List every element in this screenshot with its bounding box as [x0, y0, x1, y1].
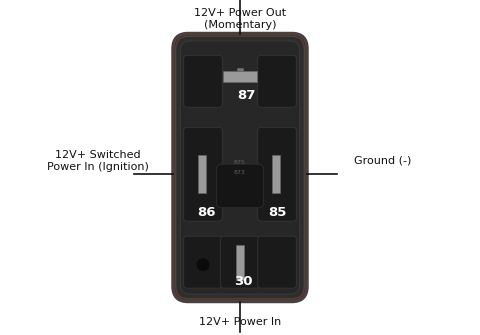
Text: 87: 87	[238, 89, 256, 102]
Text: Ground (-): Ground (-)	[354, 156, 411, 166]
Text: 86: 86	[197, 206, 216, 219]
Bar	[223, 71, 257, 82]
Text: 875: 875	[234, 160, 246, 165]
Bar	[272, 155, 280, 194]
Text: 85: 85	[268, 206, 286, 219]
Text: 30: 30	[234, 275, 252, 288]
FancyBboxPatch shape	[258, 236, 296, 288]
FancyBboxPatch shape	[258, 55, 296, 107]
Bar	[237, 68, 243, 71]
FancyBboxPatch shape	[184, 127, 222, 221]
Bar	[198, 155, 206, 194]
Text: 12V+ Switched
Power In (Ignition): 12V+ Switched Power In (Ignition)	[47, 150, 149, 172]
FancyBboxPatch shape	[173, 34, 307, 302]
Text: 873: 873	[234, 170, 246, 175]
Text: 12V+ Power Out
(Momentary): 12V+ Power Out (Momentary)	[194, 8, 286, 30]
FancyBboxPatch shape	[221, 236, 259, 288]
FancyBboxPatch shape	[184, 55, 222, 107]
Circle shape	[197, 259, 209, 270]
FancyBboxPatch shape	[258, 127, 296, 221]
Text: 12V+ Power In: 12V+ Power In	[199, 317, 281, 327]
FancyBboxPatch shape	[184, 236, 222, 288]
FancyBboxPatch shape	[216, 164, 264, 208]
Bar	[236, 245, 244, 280]
FancyBboxPatch shape	[180, 41, 300, 294]
